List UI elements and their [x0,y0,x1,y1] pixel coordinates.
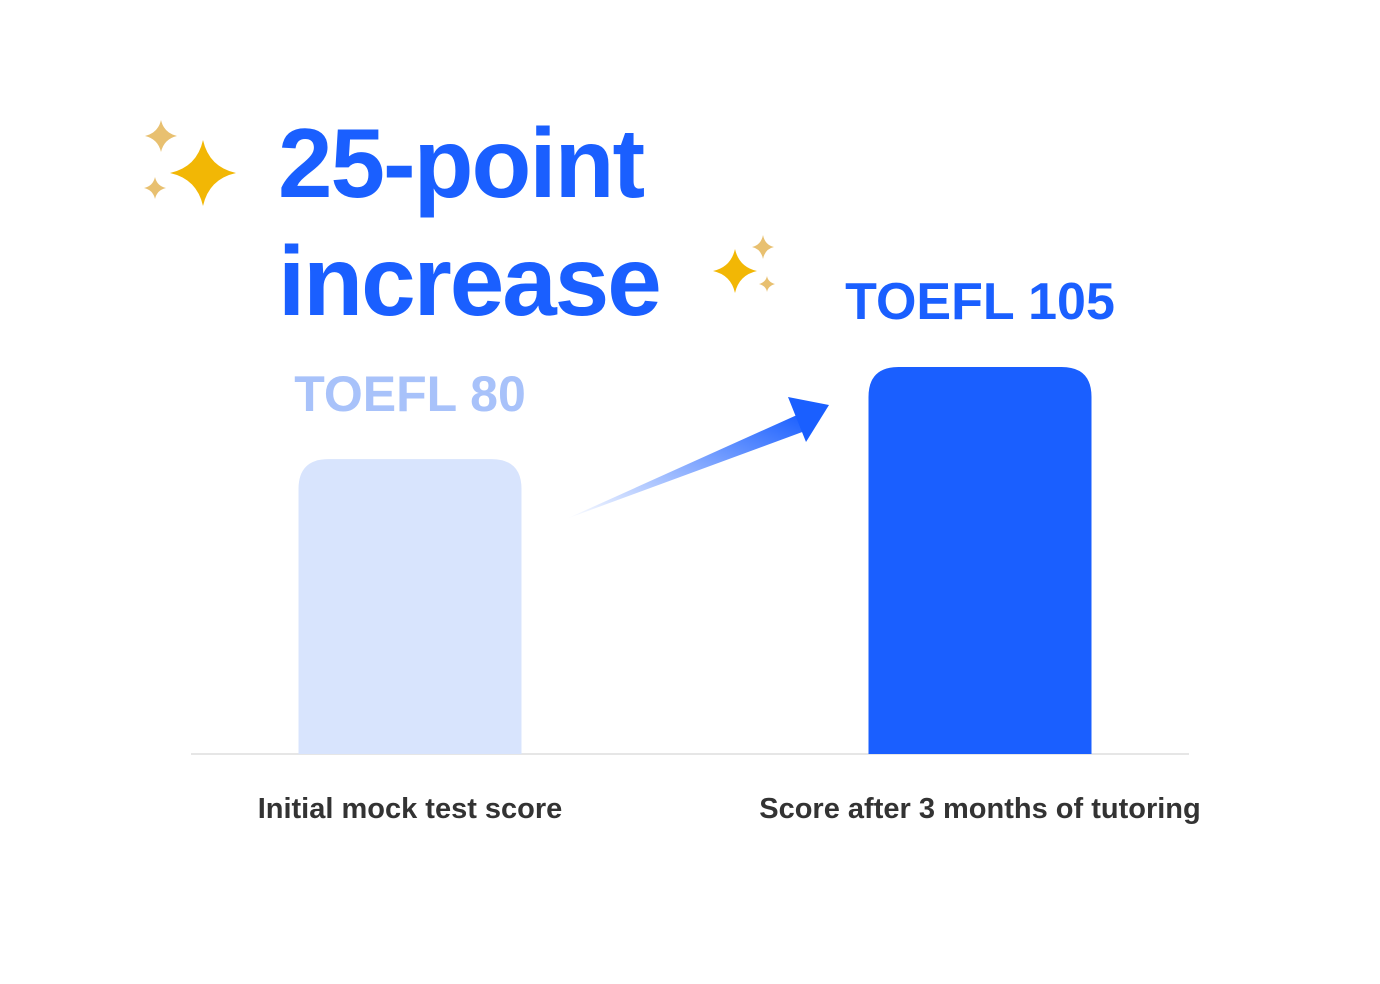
arrow-head [788,397,829,442]
headline-line-1: 25-point [278,108,645,218]
sparkle-small-bottom [144,177,166,199]
headline: 25-point increase [278,104,662,340]
arrow-shaft [566,415,805,519]
sparkles-icon [713,235,775,293]
category-label-1: Initial mock test score [258,793,563,825]
bars-layer [298,367,1092,754]
sparkle-small-top [145,120,177,152]
data-label-1: TOEFL 80 [294,366,526,422]
sparkle-large [170,140,236,206]
sparkle-large [713,249,757,293]
arrow-up-right-icon [566,397,829,519]
sparkles-icon [144,120,236,206]
sparkle-small-top [752,235,774,259]
labels-layer: TOEFL 80 Initial mock test score TOEFL 105… [258,273,1201,825]
bar-2 [868,367,1092,754]
data-label-2: TOEFL 105 [845,273,1115,331]
headline-line-2: increase [278,226,662,336]
bar-1 [298,459,522,754]
sparkle-small-bottom [759,276,775,292]
category-label-2: Score after 3 months of tutoring [759,793,1200,825]
